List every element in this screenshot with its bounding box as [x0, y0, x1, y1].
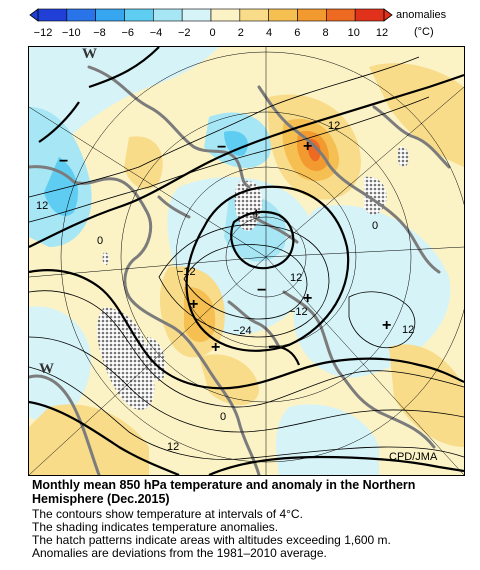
colorbar-tick-label: −4 — [150, 27, 163, 39]
contour-label: 12 — [167, 441, 179, 453]
colorbar-swatch — [37, 8, 68, 22]
colorbar-swatch — [268, 8, 298, 22]
colorbar-swatch — [124, 8, 154, 22]
contour-label: 12 — [328, 120, 340, 132]
contour-label: −12 — [177, 266, 196, 278]
colorbar-swatch — [181, 8, 212, 22]
colorbar-swatch — [326, 8, 356, 22]
contour-label: −24 — [233, 325, 252, 337]
colorbar-tick-label: −12 — [34, 27, 53, 39]
colorbar-unit: (°C) — [414, 26, 434, 38]
caption-title: Monthly mean 850 hPa temperature and ano… — [32, 478, 416, 506]
colorbar-tick-label: 0 — [209, 27, 215, 39]
colorbar-tick-label: 6 — [294, 27, 300, 39]
contour-label: 0 — [220, 411, 226, 423]
colorbar-tick-label: 12 — [376, 27, 388, 39]
contour-label: 12 — [402, 324, 414, 336]
contour-label: 0 — [372, 220, 378, 232]
anomaly-colorbar: −12 −10 −8 −6 −4 −2 0 2 4 6 8 10 12 anomalies (°C) — [29, 8, 447, 39]
pressure-markers: + + + + + − − − — [59, 138, 391, 356]
contour-label: −4 — [246, 208, 259, 220]
colorbar-tick-label: 8 — [322, 27, 328, 39]
plus-marker: + — [189, 296, 198, 313]
colorbar-tick-label: −6 — [121, 27, 134, 39]
caption-line: The shading indicates temperature anomal… — [32, 520, 279, 534]
temperature-contours-thick — [29, 47, 464, 475]
contour-label: 12 — [290, 272, 302, 284]
colorbar-swatch — [297, 8, 327, 22]
contour-label: 12 — [36, 200, 48, 212]
caption-line: Anomalies are deviations from the 1981–2… — [32, 546, 327, 560]
west-label: W — [82, 47, 97, 62]
colorbar-swatch — [153, 8, 183, 22]
caption-line: The hatch patterns indicate areas with a… — [32, 533, 391, 547]
west-label: W — [39, 361, 54, 377]
colorbar-swatch — [66, 8, 96, 22]
colorbar-tick-labels: −12 −10 −8 −6 −4 −2 0 2 4 6 8 10 12 — [34, 27, 388, 39]
plus-marker: + — [382, 317, 391, 334]
colorbar-tick-label: 4 — [266, 27, 272, 39]
anomaly-shading — [29, 47, 464, 475]
colorbar-tick-label: 10 — [348, 27, 360, 39]
contour-label: 0 — [97, 235, 103, 247]
colorbar-tick-label: −2 — [178, 27, 191, 39]
colorbar-arrow-left — [29, 8, 39, 22]
contour-label: −12 — [289, 306, 308, 318]
colorbar-arrow-right — [383, 8, 393, 22]
minus-marker: − — [59, 153, 68, 170]
plus-marker: + — [303, 290, 312, 307]
minus-marker: − — [257, 282, 266, 299]
colorbar-swatch — [95, 8, 125, 22]
temperature-contours-thin — [29, 56, 464, 460]
hemisphere-map: 12 12 −4 0 0 −12 −12 −24 12 0 12 12 + + … — [28, 46, 465, 476]
colorbar-swatches — [37, 8, 385, 22]
longitude-markers: W W — [39, 47, 97, 377]
contour-labels: 12 12 −4 0 0 −12 −12 −24 12 0 12 12 — [36, 120, 414, 453]
plus-marker: + — [303, 138, 312, 155]
high-terrain-hatching — [96, 146, 409, 410]
plus-marker: + — [211, 339, 220, 356]
colorbar-tick-label: −8 — [93, 27, 106, 39]
credit-label: CPD/JMA — [389, 451, 438, 463]
colorbar-swatch — [210, 8, 241, 22]
minus-marker: − — [217, 139, 226, 156]
colorbar-tick-label: −10 — [62, 27, 81, 39]
colorbar-swatch — [354, 8, 385, 22]
caption-line: The contours show temperature at interva… — [32, 507, 303, 521]
colorbar-swatch — [239, 8, 269, 22]
colorbar-title: anomalies — [396, 9, 447, 21]
colorbar-tick-label: 2 — [238, 27, 244, 39]
